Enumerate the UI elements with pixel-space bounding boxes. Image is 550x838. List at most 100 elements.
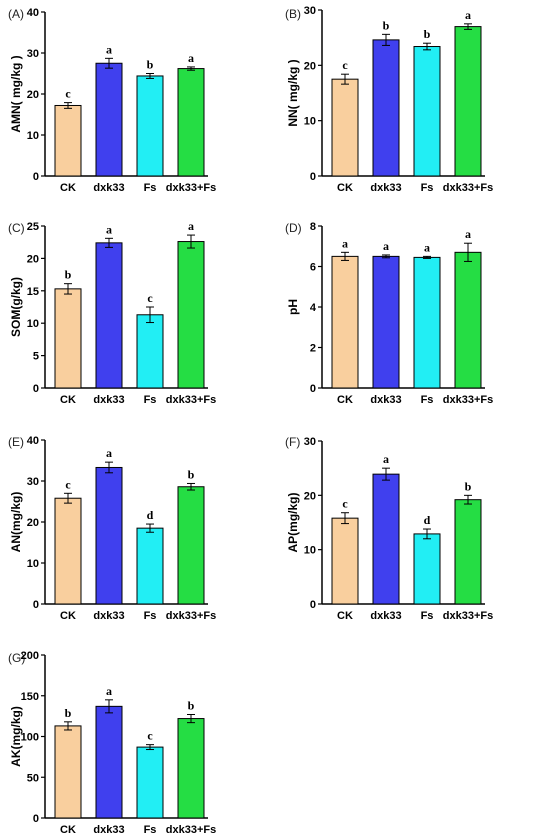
bar-dxk33 bbox=[95, 466, 123, 605]
y-axis-title: AP(mg/kg) bbox=[286, 492, 300, 552]
panel-label: (E) bbox=[8, 435, 24, 449]
category-label: dxk33+Fs bbox=[166, 824, 216, 836]
category-label: Fs bbox=[421, 394, 434, 406]
bar-dxk33 bbox=[372, 255, 400, 389]
significance-letter: b bbox=[65, 268, 72, 282]
category-label: dxk33 bbox=[93, 394, 124, 406]
category-label: dxk33+Fs bbox=[443, 610, 493, 622]
y-tick-label: 25 bbox=[27, 221, 39, 233]
significance-letter: c bbox=[147, 291, 153, 305]
bar-fs bbox=[136, 746, 164, 819]
category-label: dxk33 bbox=[370, 610, 401, 622]
y-tick-label: 150 bbox=[21, 691, 39, 703]
y-tick-label: 10 bbox=[27, 558, 39, 570]
panel-label: (G) bbox=[8, 651, 25, 665]
bar-dxk33 bbox=[372, 473, 400, 605]
bar-ck bbox=[54, 104, 82, 177]
category-label: CK bbox=[337, 394, 353, 406]
y-tick-label: 8 bbox=[310, 221, 316, 233]
category-label: Fs bbox=[144, 824, 157, 836]
bar-dxk33-fs bbox=[454, 26, 482, 177]
category-label: Fs bbox=[421, 610, 434, 622]
category-label: dxk33 bbox=[93, 824, 124, 836]
significance-letter: a bbox=[342, 236, 348, 250]
significance-letter: c bbox=[65, 477, 71, 491]
bar-ck bbox=[331, 517, 359, 605]
y-tick-label: 0 bbox=[33, 383, 39, 395]
y-tick-label: 40 bbox=[27, 435, 39, 447]
bar-fs bbox=[136, 314, 164, 389]
y-tick-label: 0 bbox=[310, 171, 316, 183]
y-axis-title: AN(mg/kg) bbox=[9, 492, 23, 553]
category-label: Fs bbox=[144, 182, 157, 194]
y-tick-label: 100 bbox=[21, 732, 39, 744]
bar-ck bbox=[54, 725, 82, 819]
bar-fs bbox=[413, 46, 441, 177]
y-axis-title: AMN( mg/kg ) bbox=[9, 55, 23, 132]
y-tick-label: 30 bbox=[27, 476, 39, 488]
significance-letter: a bbox=[106, 684, 112, 698]
y-tick-label: 0 bbox=[310, 599, 316, 611]
bar-dxk33-fs bbox=[177, 68, 205, 177]
significance-letter: c bbox=[342, 497, 348, 511]
bar-fs bbox=[413, 533, 441, 605]
bar-dxk33 bbox=[95, 242, 123, 389]
y-tick-label: 10 bbox=[27, 130, 39, 142]
bar-fs bbox=[136, 75, 164, 177]
y-tick-label: 30 bbox=[27, 48, 39, 60]
panel-label: (B) bbox=[285, 7, 301, 21]
y-tick-label: 20 bbox=[304, 490, 316, 502]
panel-label: (F) bbox=[285, 435, 300, 449]
significance-letter: b bbox=[424, 27, 431, 41]
significance-letter: a bbox=[106, 42, 112, 56]
significance-letter: b bbox=[383, 18, 390, 32]
y-tick-label: 15 bbox=[27, 286, 39, 298]
y-axis-title: NN( mg/kg ) bbox=[286, 59, 300, 126]
significance-letter: d bbox=[147, 508, 154, 522]
significance-letter: a bbox=[106, 446, 112, 460]
category-label: CK bbox=[60, 824, 76, 836]
category-label: CK bbox=[337, 182, 353, 194]
bar-dxk33 bbox=[95, 705, 123, 819]
category-label: dxk33 bbox=[93, 182, 124, 194]
y-tick-label: 0 bbox=[310, 383, 316, 395]
significance-letter: b bbox=[188, 698, 195, 712]
y-tick-label: 20 bbox=[27, 89, 39, 101]
significance-letter: a bbox=[188, 219, 194, 233]
significance-letter: a bbox=[106, 222, 112, 236]
bar-dxk33-fs bbox=[177, 718, 205, 819]
y-tick-label: 0 bbox=[33, 599, 39, 611]
significance-letter: a bbox=[465, 227, 471, 241]
y-axis-title: SOM(g/kg) bbox=[9, 277, 23, 337]
category-label: dxk33 bbox=[370, 394, 401, 406]
bar-dxk33 bbox=[95, 62, 123, 177]
y-tick-label: 0 bbox=[33, 813, 39, 825]
category-label: Fs bbox=[421, 182, 434, 194]
bar-dxk33-fs bbox=[454, 499, 482, 605]
bar-fs bbox=[136, 527, 164, 605]
significance-letter: a bbox=[188, 51, 194, 65]
category-label: dxk33 bbox=[93, 610, 124, 622]
bar-ck bbox=[331, 255, 359, 389]
panel-label: (A) bbox=[8, 7, 24, 21]
y-tick-label: 4 bbox=[310, 302, 317, 314]
category-label: dxk33+Fs bbox=[443, 394, 493, 406]
y-axis-title: AK(mg/kg) bbox=[9, 706, 23, 767]
category-label: Fs bbox=[144, 610, 157, 622]
y-tick-label: 40 bbox=[27, 7, 39, 19]
bar-fs bbox=[413, 256, 441, 389]
bar-ck bbox=[54, 497, 82, 605]
category-label: dxk33+Fs bbox=[166, 610, 216, 622]
significance-letter: a bbox=[383, 452, 389, 466]
category-label: dxk33+Fs bbox=[166, 394, 216, 406]
significance-letter: a bbox=[424, 240, 430, 254]
y-tick-label: 30 bbox=[304, 5, 316, 17]
y-tick-label: 2 bbox=[310, 343, 316, 355]
significance-letter: b bbox=[465, 479, 472, 493]
bar-dxk33-fs bbox=[177, 241, 205, 389]
significance-letter: b bbox=[65, 706, 72, 720]
category-label: dxk33+Fs bbox=[443, 182, 493, 194]
category-label: Fs bbox=[144, 394, 157, 406]
category-label: CK bbox=[60, 610, 76, 622]
